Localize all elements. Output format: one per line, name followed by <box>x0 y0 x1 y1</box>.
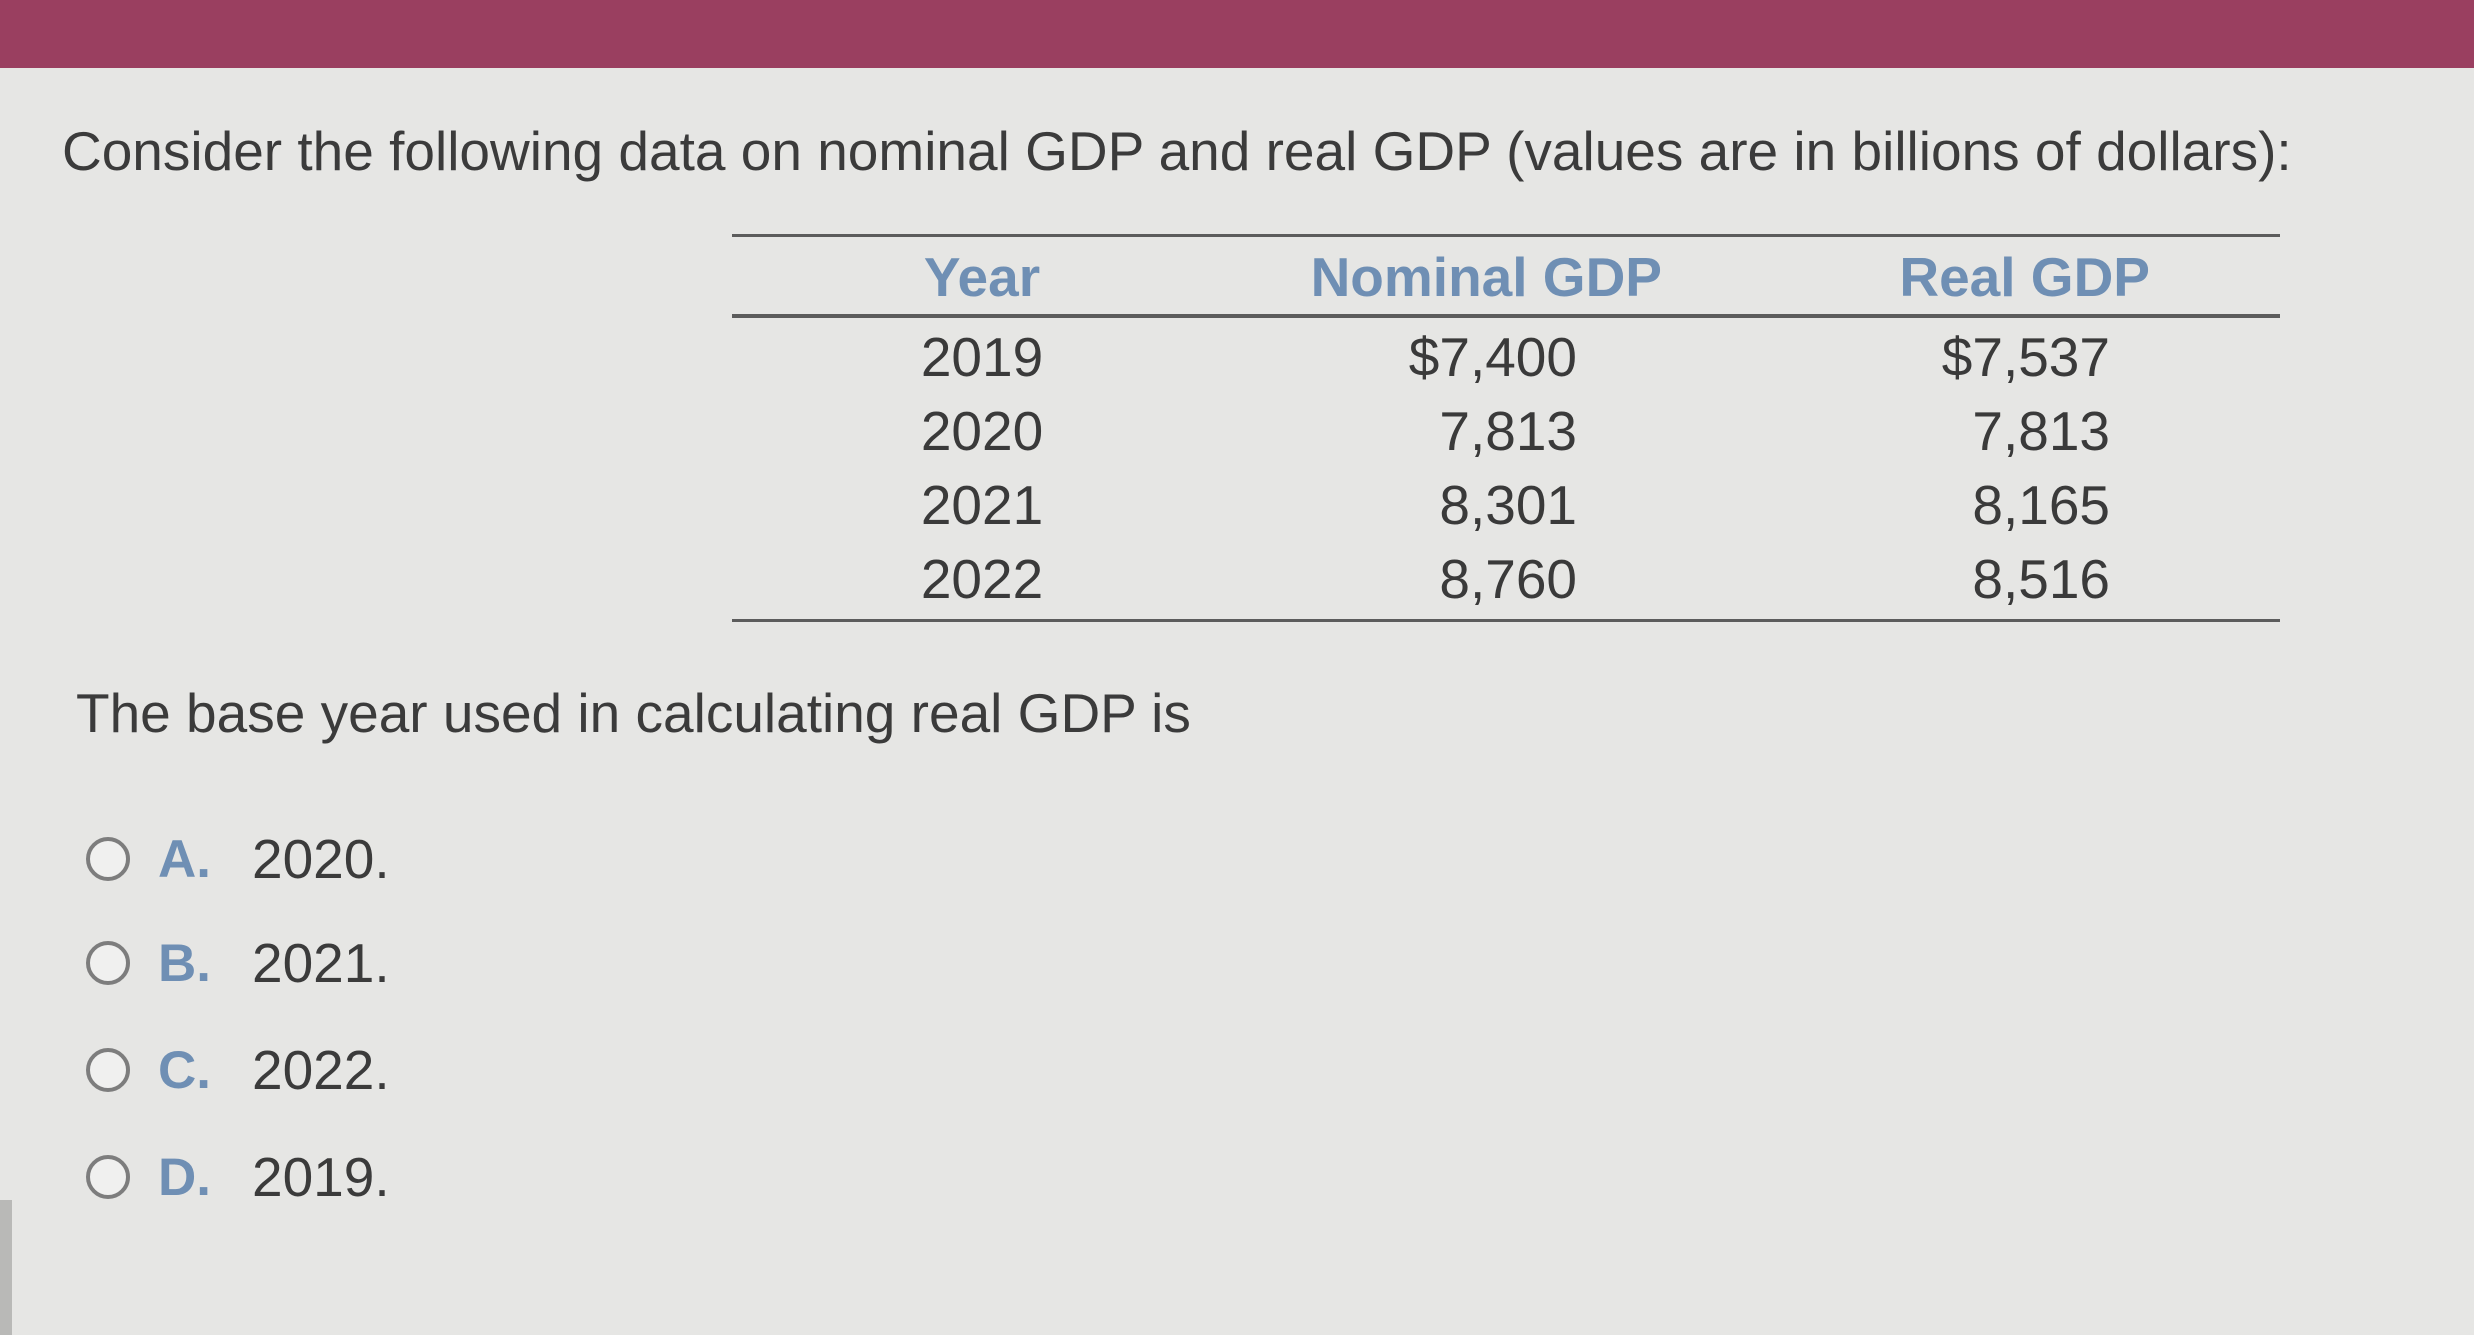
header-bar <box>0 0 2474 68</box>
content-area <box>0 68 2474 1335</box>
cell-nominal-gdp: 8,301 <box>1439 474 1577 536</box>
radio-button-c[interactable] <box>86 1048 130 1092</box>
option-text: 2020. <box>252 828 390 890</box>
cell-nominal-gdp: 7,813 <box>1439 400 1577 462</box>
option-letter: A. <box>158 829 211 889</box>
radio-button-a[interactable] <box>86 837 130 881</box>
option-a[interactable]: A. 2020. <box>86 826 390 892</box>
cell-real-gdp: 8,165 <box>1972 474 2110 536</box>
cell-real-gdp: $7,537 <box>1941 326 2110 388</box>
question-text: Consider the following data on nominal G… <box>62 120 2292 182</box>
option-text: 2021. <box>252 932 390 994</box>
table-top-rule <box>732 234 2280 237</box>
option-text: 2019. <box>252 1146 390 1208</box>
cell-nominal-gdp: $7,400 <box>1408 326 1577 388</box>
option-letter: C. <box>158 1040 211 1100</box>
cell-real-gdp: 7,813 <box>1972 400 2110 462</box>
radio-button-b[interactable] <box>86 941 130 985</box>
option-text: 2022. <box>252 1039 390 1101</box>
cell-nominal-gdp: 8,760 <box>1439 548 1577 610</box>
table-bottom-rule <box>732 619 2280 622</box>
column-header-nominal-gdp: Nominal GDP <box>1310 246 1662 308</box>
radio-button-d[interactable] <box>86 1155 130 1199</box>
left-edge <box>0 1200 12 1335</box>
option-c[interactable]: C. 2022. <box>86 1037 390 1103</box>
table-header-rule <box>732 314 2280 318</box>
column-header-real-gdp: Real GDP <box>1899 246 2150 308</box>
prompt-text: The base year used in calculating real G… <box>76 682 1191 744</box>
option-d[interactable]: D. 2019. <box>86 1144 390 1210</box>
cell-real-gdp: 8,516 <box>1972 548 2110 610</box>
option-letter: B. <box>158 933 211 993</box>
option-letter: D. <box>158 1147 211 1207</box>
option-b[interactable]: B. 2021. <box>86 930 390 996</box>
